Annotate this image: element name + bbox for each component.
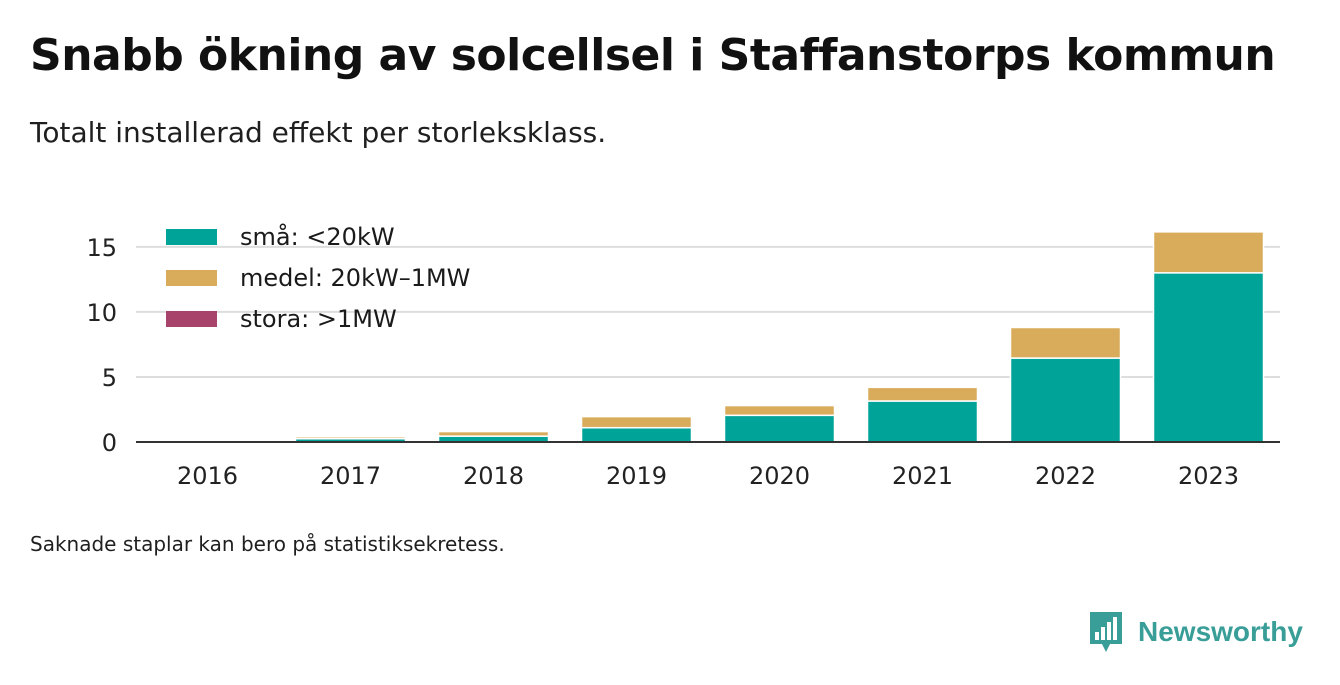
legend-label: stora: >1MW — [240, 305, 397, 333]
legend-label: medel: 20kW–1MW — [240, 264, 470, 292]
newsworthy-bar-chart-logo-icon — [1090, 612, 1122, 652]
legend: små: <20kW medel: 20kW–1MW stora: >1MW — [166, 222, 470, 333]
x-tick-label: 2021 — [892, 462, 953, 490]
bar-segment — [437, 430, 550, 437]
legend-swatch — [166, 270, 217, 286]
bar-segment — [580, 426, 693, 443]
y-tick-label: 10 — [86, 299, 117, 327]
bar-segment — [580, 415, 693, 429]
bar-segment — [1152, 231, 1265, 274]
x-tick-label: 2017 — [320, 462, 381, 490]
chart-title: Snabb ökning av solcellsel i Staffanstor… — [30, 30, 1276, 81]
y-tick-label: 5 — [102, 364, 117, 392]
bar-segment — [294, 436, 407, 440]
bar-segment — [1009, 326, 1122, 359]
x-tick-label: 2016 — [177, 462, 238, 490]
brand-logo: Newsworthy — [1088, 610, 1303, 654]
x-tick-label: 2022 — [1035, 462, 1096, 490]
y-tick-label: 15 — [86, 234, 117, 262]
chart-subtitle: Totalt installerad effekt per storlekskl… — [30, 116, 607, 149]
bars — [151, 231, 1265, 443]
x-tick-label: 2018 — [463, 462, 524, 490]
x-tick-label: 2020 — [749, 462, 810, 490]
bar-segment — [1152, 272, 1265, 443]
bar-segment — [723, 404, 836, 417]
y-tick-label: 0 — [102, 429, 117, 457]
x-tick-label: 2019 — [606, 462, 667, 490]
brand-name: Newsworthy — [1138, 616, 1303, 647]
legend-swatch — [166, 229, 217, 245]
footnote: Saknade staplar kan bero på statistiksek… — [30, 532, 505, 556]
legend-swatch — [166, 311, 217, 327]
x-tick-label: 2023 — [1178, 462, 1239, 490]
bar-segment — [866, 400, 979, 443]
bar-segment — [866, 386, 979, 402]
legend-label: små: <20kW — [240, 222, 395, 251]
bar-segment — [723, 414, 836, 443]
axes: 0 5 10 15 2016 2017 2018 2019 2020 2021 2022 2023 — [86, 234, 1280, 490]
bar-segment — [1009, 357, 1122, 443]
